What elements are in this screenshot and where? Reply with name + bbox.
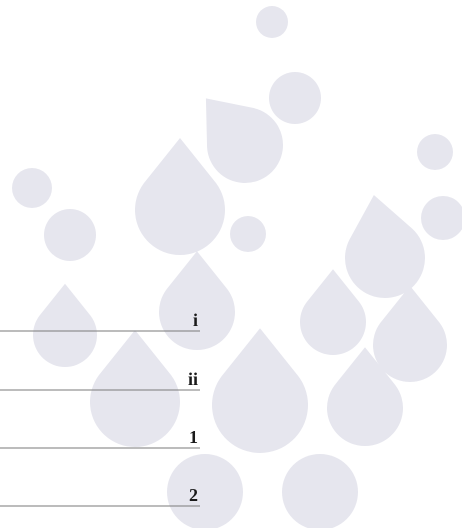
page-number: ii <box>188 369 198 389</box>
background-decoration <box>12 6 462 528</box>
page-number: 1 <box>189 427 198 447</box>
page-number: 2 <box>189 485 198 505</box>
page-number: i <box>193 310 198 330</box>
toc-page: iii12 <box>0 0 462 528</box>
page: {"toc": {"entries": [{"page": "i"}, {"pa… <box>0 0 462 528</box>
